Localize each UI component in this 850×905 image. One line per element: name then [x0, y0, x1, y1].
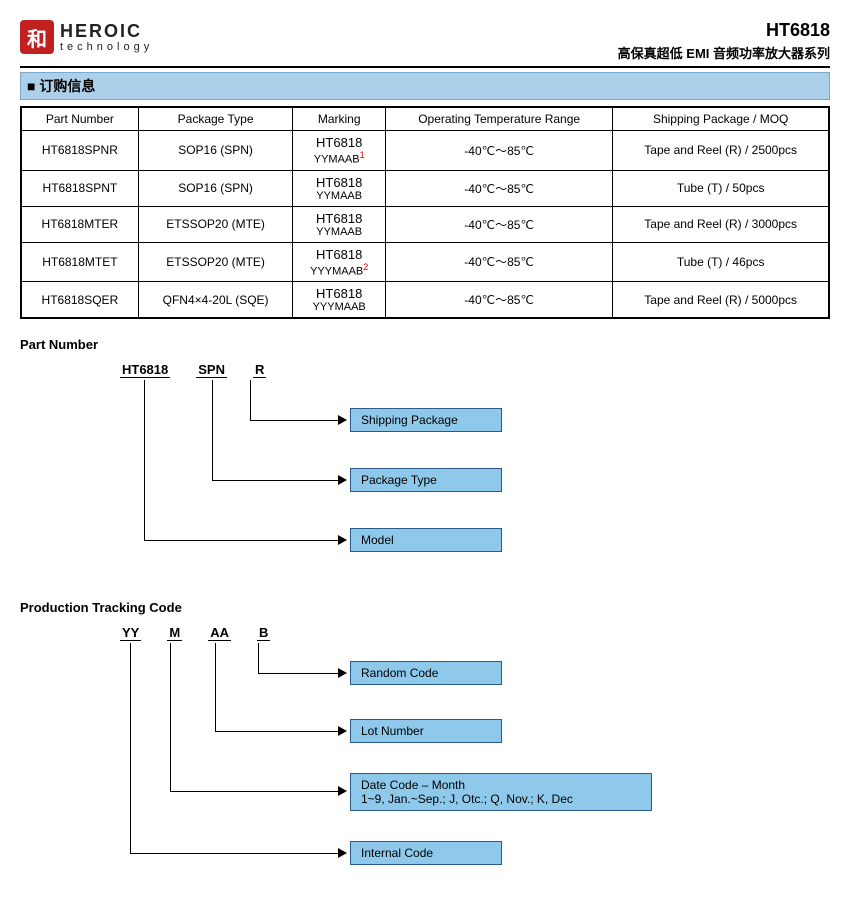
track-diagram: YY M AA B Random Code Lot Number Date Co… — [80, 625, 830, 885]
table-cell: Tube (T) / 46pcs — [613, 242, 829, 282]
table-row: HT6818SPNRSOP16 (SPN)HT6818YYMAAB1-40℃～8… — [21, 131, 829, 171]
track-box-lot: Lot Number — [350, 719, 502, 743]
logo-name: HEROIC — [60, 22, 153, 40]
table-row: HT6818SQERQFN4×4-20L (SQE)HT6818YYYMAAB-… — [21, 282, 829, 319]
pn-box-model: Model — [350, 528, 502, 552]
col-header: Part Number — [21, 107, 138, 131]
table-cell: HT6818YYYMAAB2 — [293, 242, 386, 282]
logo-block: 和 HEROIC technology — [20, 20, 153, 54]
logo-subtitle: technology — [60, 42, 153, 53]
table-cell: -40℃～85℃ — [385, 206, 612, 242]
part-id: HT6818 — [618, 20, 830, 41]
pn-seg-model: HT6818 — [120, 362, 170, 378]
table-cell: HT6818MTER — [21, 206, 138, 242]
pn-seg-ship: R — [253, 362, 266, 378]
table-cell: -40℃～85℃ — [385, 282, 612, 319]
track-seg-b: B — [257, 625, 270, 641]
table-cell: Tape and Reel (R) / 2500pcs — [613, 131, 829, 171]
table-cell: HT6818MTET — [21, 242, 138, 282]
table-cell: HT6818YYMAAB — [293, 206, 386, 242]
ordering-table: Part NumberPackage TypeMarkingOperating … — [20, 106, 830, 319]
table-cell: -40℃～85℃ — [385, 170, 612, 206]
col-header: Shipping Package / MOQ — [613, 107, 829, 131]
table-cell: HT6818SPNT — [21, 170, 138, 206]
track-seg-yy: YY — [120, 625, 141, 641]
section-title: 订购信息 — [20, 72, 830, 100]
table-cell: ETSSOP20 (MTE) — [138, 242, 293, 282]
doc-subtitle: 高保真超低 EMI 音频功率放大器系列 — [618, 43, 830, 62]
track-heading: Production Tracking Code — [20, 600, 830, 615]
table-cell: SOP16 (SPN) — [138, 131, 293, 171]
table-cell: -40℃～85℃ — [385, 131, 612, 171]
track-box-random: Random Code — [350, 661, 502, 685]
track-box-internal: Internal Code — [350, 841, 502, 865]
logo-icon: 和 — [20, 20, 54, 54]
pn-seg-package: SPN — [196, 362, 227, 378]
table-cell: SOP16 (SPN) — [138, 170, 293, 206]
pn-heading: Part Number — [20, 337, 830, 352]
track-box-datecode: Date Code – Month 1~9, Jan.~Sep.; J, Otc… — [350, 773, 652, 811]
pn-box-pkgtype: Package Type — [350, 468, 502, 492]
col-header: Operating Temperature Range — [385, 107, 612, 131]
pn-diagram: HT6818 SPN R Shipping Package Package Ty… — [80, 362, 830, 582]
col-header: Package Type — [138, 107, 293, 131]
pn-box-shippkg: Shipping Package — [350, 408, 502, 432]
table-row: HT6818SPNTSOP16 (SPN)HT6818YYMAAB-40℃～85… — [21, 170, 829, 206]
table-cell: HT6818YYYMAAB — [293, 282, 386, 319]
page-header: 和 HEROIC technology HT6818 高保真超低 EMI 音频功… — [20, 20, 830, 68]
table-row: HT6818MTETETSSOP20 (MTE)HT6818YYYMAAB2-4… — [21, 242, 829, 282]
track-seg-aa: AA — [208, 625, 231, 641]
table-cell: HT6818SPNR — [21, 131, 138, 171]
table-row: HT6818MTERETSSOP20 (MTE)HT6818YYMAAB-40℃… — [21, 206, 829, 242]
table-cell: HT6818SQER — [21, 282, 138, 319]
table-cell: HT6818YYMAAB1 — [293, 131, 386, 171]
table-cell: Tape and Reel (R) / 3000pcs — [613, 206, 829, 242]
table-cell: Tube (T) / 50pcs — [613, 170, 829, 206]
table-cell: -40℃～85℃ — [385, 242, 612, 282]
col-header: Marking — [293, 107, 386, 131]
table-cell: QFN4×4-20L (SQE) — [138, 282, 293, 319]
table-cell: Tape and Reel (R) / 5000pcs — [613, 282, 829, 319]
track-seg-m: M — [167, 625, 182, 641]
table-cell: ETSSOP20 (MTE) — [138, 206, 293, 242]
table-cell: HT6818YYMAAB — [293, 170, 386, 206]
